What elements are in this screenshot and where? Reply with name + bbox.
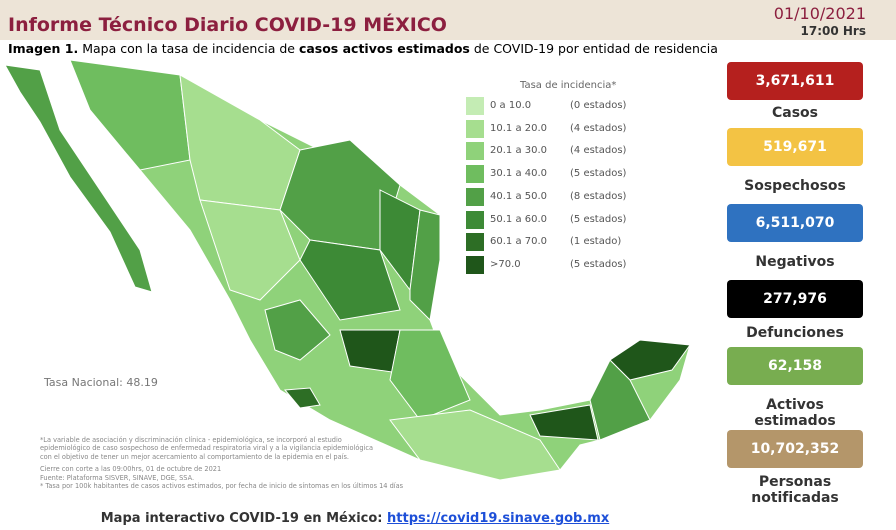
map-region bbox=[389, 409, 561, 481]
legend-item: 0 a 10.0 (0 estados) bbox=[466, 97, 636, 117]
footer-text: Mapa interactivo COVID-19 en México: bbox=[100, 511, 383, 526]
map-region bbox=[4, 64, 153, 293]
map bbox=[4, 59, 691, 481]
map-region bbox=[283, 387, 321, 409]
legend-item: 40.1 a 50.0 (8 estados) bbox=[466, 187, 636, 208]
footnotes: *La variable de asociación y discriminac… bbox=[40, 436, 403, 490]
legend-range: 10.1 a 20.0 bbox=[490, 122, 548, 134]
legend-range: 20.1 a 30.0 bbox=[490, 145, 548, 157]
map-region bbox=[409, 209, 441, 322]
legend-count: (4 estados) bbox=[570, 122, 627, 134]
map-region bbox=[69, 59, 191, 171]
caption-lead: Imagen 1. bbox=[8, 41, 79, 56]
legend-count: (0 estados) bbox=[570, 100, 627, 111]
map-region bbox=[179, 74, 301, 211]
legend-range: 0 a 10.0 bbox=[490, 100, 532, 111]
footnote: Cierre con corte a las 09:00hrs, 01 de o… bbox=[40, 465, 222, 474]
map-region bbox=[389, 329, 471, 421]
caption-bold: casos activos estimados bbox=[298, 41, 470, 56]
legend-swatch bbox=[466, 119, 484, 138]
legend-range: 60.1 a 70.0 bbox=[490, 236, 548, 248]
legend-count: (5 estados) bbox=[570, 258, 627, 270]
date: 01/10/2021 bbox=[773, 4, 866, 23]
legend-swatch bbox=[466, 187, 484, 206]
stat-value: 519,671 bbox=[727, 128, 863, 166]
legend-swatch bbox=[466, 142, 484, 161]
stat-label: Casos bbox=[771, 105, 818, 121]
footnote: epidemiológico de caso sospechoso de enf… bbox=[40, 444, 374, 453]
legend-swatch bbox=[466, 97, 484, 115]
legend-title: Tasa de incidencia* bbox=[520, 80, 617, 91]
legend-range: 30.1 a 40.0 bbox=[490, 168, 548, 180]
legend-swatch bbox=[466, 210, 484, 229]
footnote: con el objetivo de tener un mejor acerca… bbox=[40, 452, 350, 461]
caption-text: Mapa con la tasa de incidencia de bbox=[82, 41, 295, 56]
footnote: *La variable de asociación y discriminac… bbox=[40, 436, 342, 444]
legend-count: (1 estado) bbox=[570, 236, 622, 248]
legend-item: 60.1 a 70.0 (1 estado) bbox=[466, 233, 636, 253]
header-band bbox=[0, 0, 896, 40]
legend-count: (5 estados) bbox=[570, 168, 627, 180]
legend-count: (8 estados) bbox=[570, 190, 627, 202]
caption: Imagen 1. Mapa con la tasa de incidencia… bbox=[8, 41, 718, 56]
caption-text: de COVID-19 por entidad de residencia bbox=[473, 41, 718, 56]
national-rate: Tasa Nacional: 48.19 bbox=[44, 376, 158, 389]
legend-range: 50.1 a 60.0 bbox=[490, 213, 548, 225]
title: Informe Técnico Diario COVID-19 MÉXICO bbox=[8, 14, 447, 36]
legend-item: >70.0 (5 estados) bbox=[466, 255, 636, 276]
footnote: * Tasa por 100k habitantes de casos acti… bbox=[40, 482, 404, 491]
legend-swatch bbox=[466, 165, 484, 184]
map-region bbox=[199, 199, 301, 301]
map-region bbox=[299, 239, 401, 321]
map-region bbox=[609, 339, 691, 381]
stat-value: 62,158 bbox=[727, 347, 863, 385]
stat-label: Sospechosos bbox=[744, 178, 846, 194]
legend-count: (5 estados) bbox=[570, 213, 627, 225]
map-region bbox=[264, 299, 331, 361]
legend-item: 10.1 a 20.0 (4 estados) bbox=[466, 119, 636, 140]
legend-swatch bbox=[466, 233, 484, 252]
legend-count: (4 estados) bbox=[570, 145, 627, 157]
legend-item: 50.1 a 60.0 (5 estados) bbox=[466, 210, 636, 231]
stat-value: 6,511,070 bbox=[727, 204, 863, 242]
stat-value: 10,702,352 bbox=[727, 430, 863, 468]
stat-label: Personas notificadas bbox=[751, 474, 839, 506]
legend-item: 30.1 a 40.0 (5 estados) bbox=[466, 165, 636, 185]
footer: Mapa interactivo COVID-19 en México: htt… bbox=[0, 511, 710, 526]
footnote: Fuente: Plataforma SISVER, SINAVE, DGE, … bbox=[40, 473, 195, 482]
map-region bbox=[529, 404, 599, 441]
legend-range: 40.1 a 50.0 bbox=[490, 190, 548, 202]
stat-value: 3,671,611 bbox=[727, 62, 863, 100]
time: 17:00 Hrs bbox=[800, 24, 866, 38]
legend-range: >70.0 bbox=[490, 258, 521, 270]
legend-item: 20.1 a 30.0 (4 estados) bbox=[466, 142, 636, 162]
stat-label: Activos estimados bbox=[754, 397, 836, 429]
stat-value: 277,976 bbox=[727, 280, 863, 318]
stat-label: Defunciones bbox=[746, 325, 844, 341]
stat-label: Negativos bbox=[755, 254, 835, 270]
legend-swatch bbox=[466, 255, 484, 274]
link[interactable]: https://covid19.sinave.gob.mx bbox=[387, 511, 610, 526]
